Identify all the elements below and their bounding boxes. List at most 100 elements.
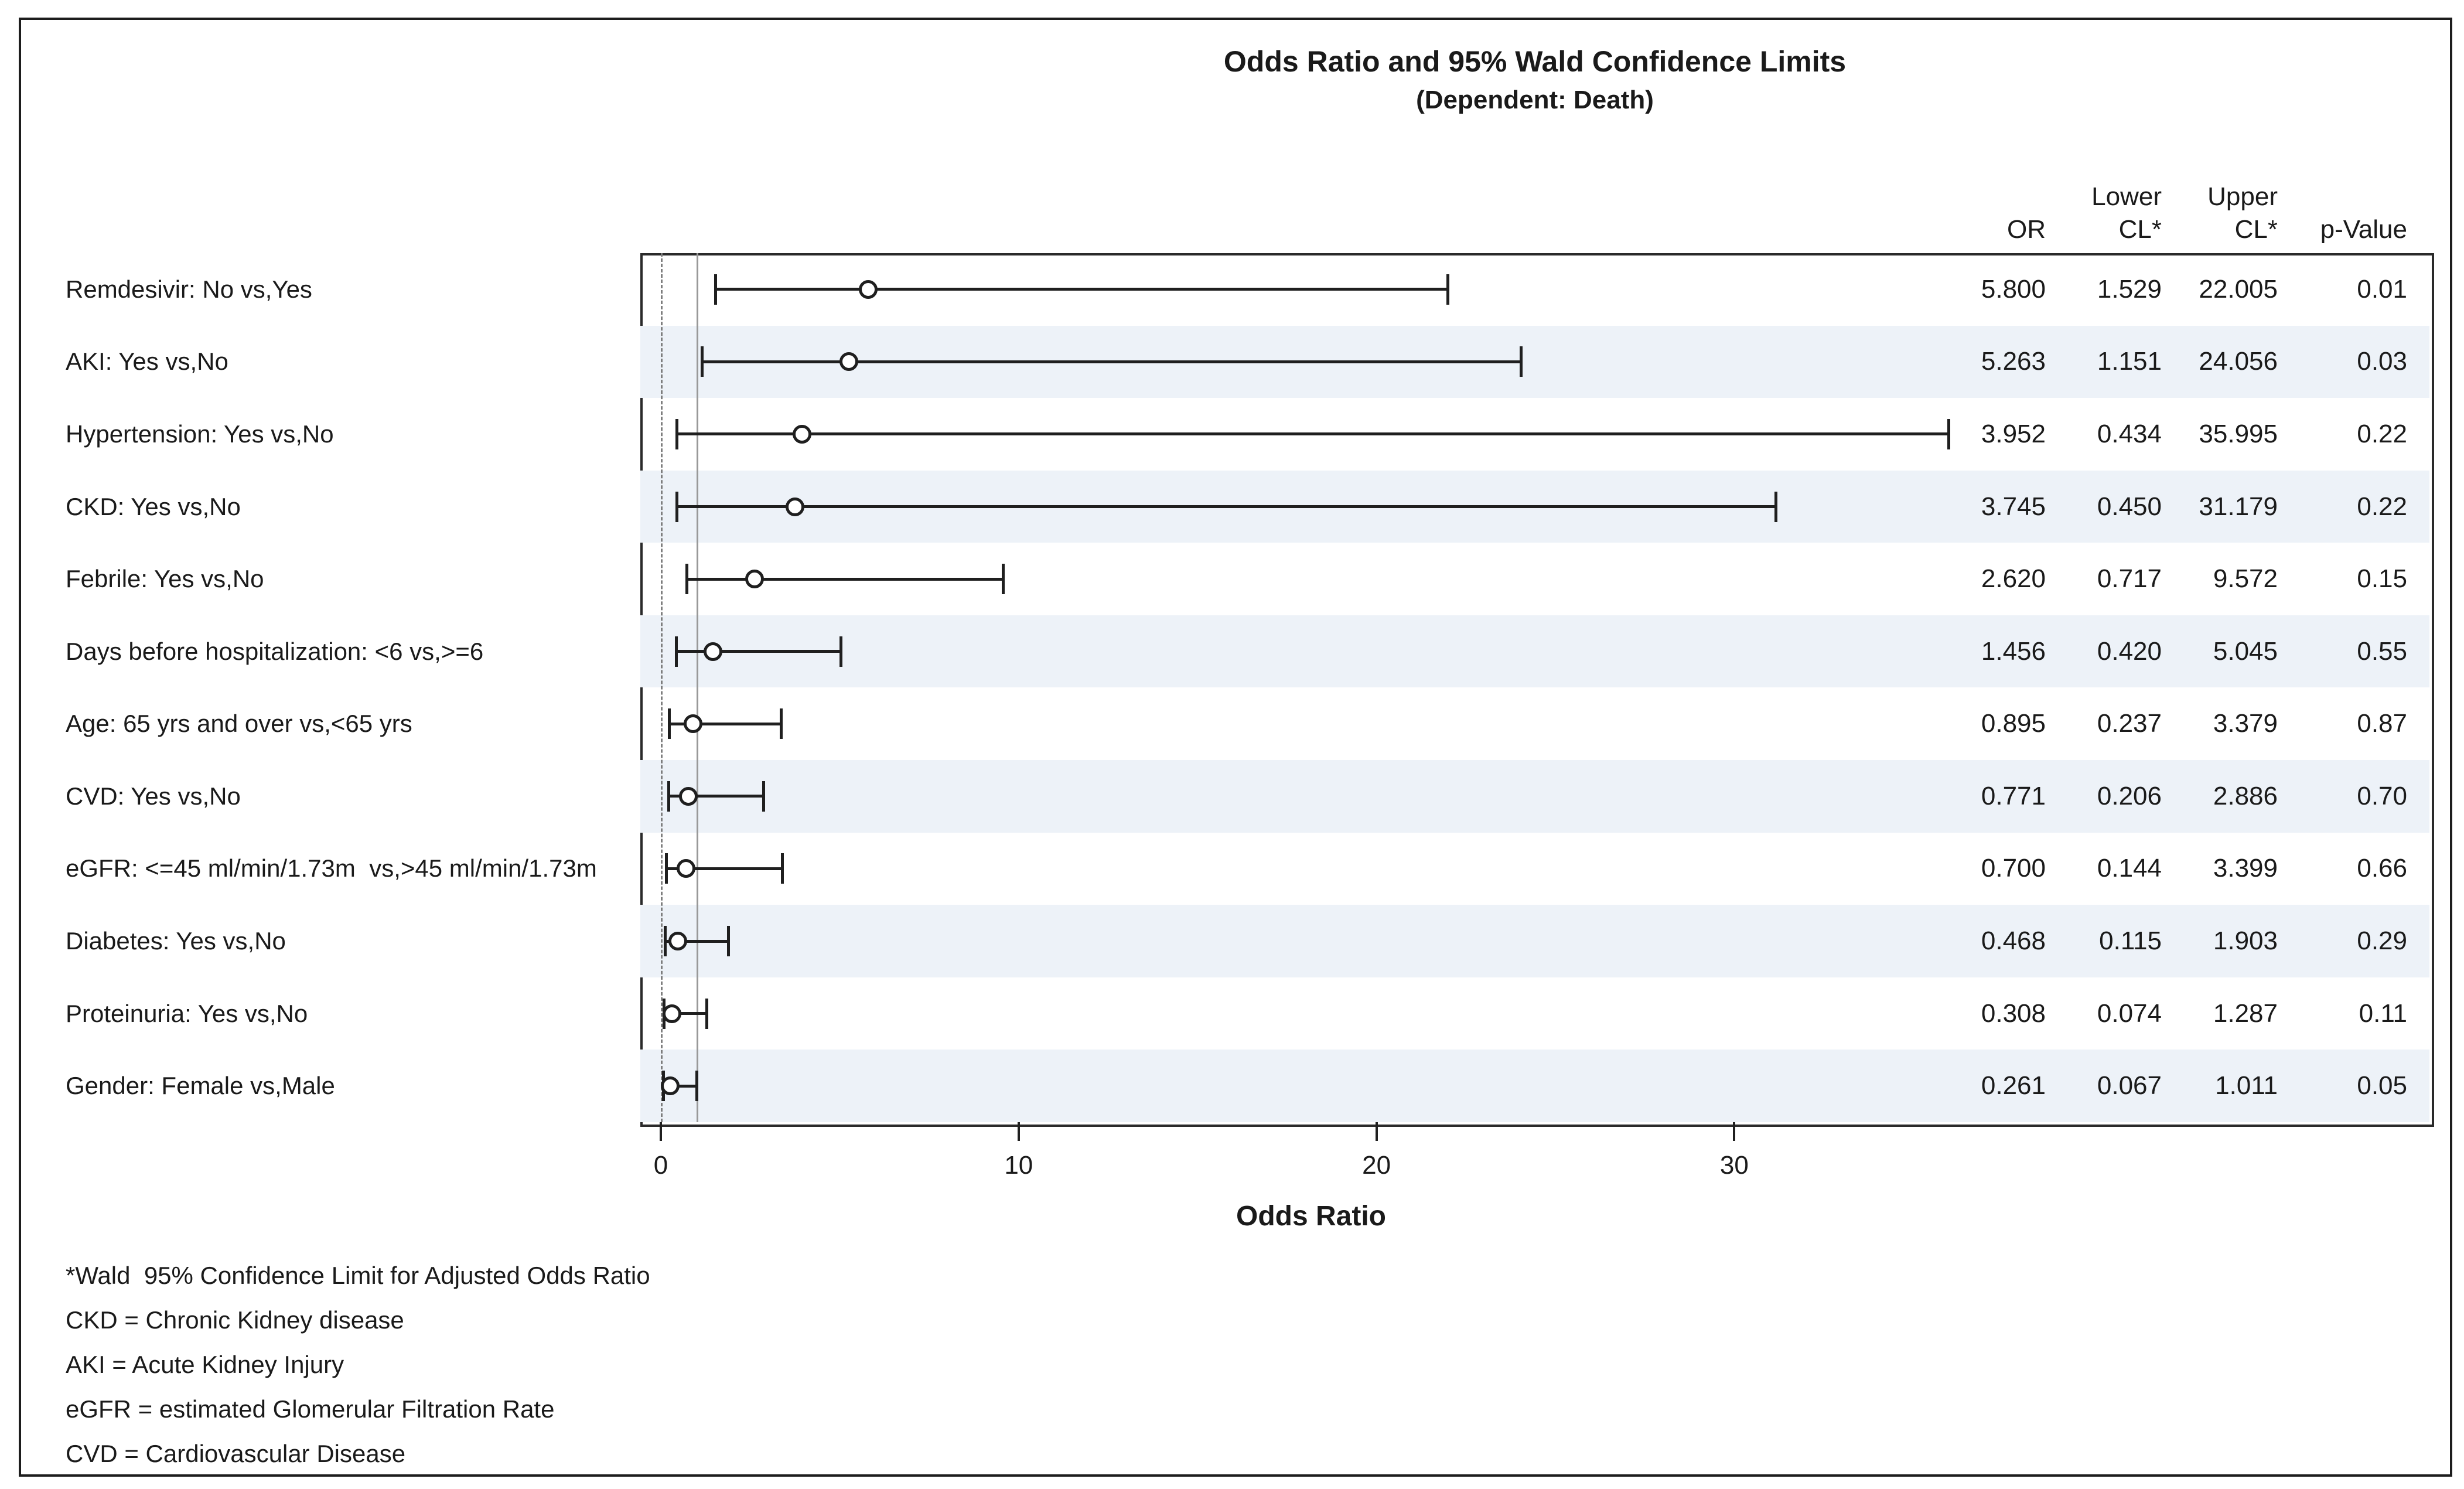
ci-cap-lower xyxy=(714,274,718,305)
upper-cl-value: 9.572 xyxy=(2213,564,2278,594)
lower-cl-value: 0.434 xyxy=(2097,419,2162,448)
lower-cl-value: 0.067 xyxy=(2097,1071,2162,1100)
ci-cap-lower xyxy=(668,708,671,740)
row-label: AKI: Yes vs,No xyxy=(66,347,228,376)
row-label: CKD: Yes vs,No xyxy=(66,492,241,520)
x-tick-label: 30 xyxy=(1719,1151,1749,1180)
ci-cap-upper xyxy=(695,1071,698,1102)
row-label: Hypertension: Yes vs,No xyxy=(66,420,334,448)
p-value: 0.05 xyxy=(2357,1071,2407,1100)
column-header-lower-cl: Lower CL* xyxy=(1974,180,2162,246)
upper-cl-value: 31.179 xyxy=(2199,492,2278,521)
p-value: 0.70 xyxy=(2357,781,2407,810)
row-label: Febrile: Yes vs,No xyxy=(66,565,264,593)
or-value: 0.468 xyxy=(1981,926,2046,956)
upper-cl-value: 1.287 xyxy=(2213,999,2278,1028)
title-block: Odds Ratio and 95% Wald Confidence Limit… xyxy=(640,41,2429,118)
ci-whisker xyxy=(677,505,1777,509)
row-label: Diabetes: Yes vs,No xyxy=(66,927,286,955)
row-label: eGFR: <=45 ml/min/1.73m vs,>45 ml/min/1.… xyxy=(66,854,597,883)
p-value: 0.22 xyxy=(2357,492,2407,521)
column-header-upper-cl: Upper CL* xyxy=(2090,180,2278,246)
ci-cap-upper xyxy=(1520,346,1523,377)
or-value: 0.771 xyxy=(1981,781,2046,810)
column-header-lower-line1: Lower xyxy=(2091,182,2162,211)
p-value: 0.15 xyxy=(2357,564,2407,594)
ci-whisker xyxy=(669,722,782,725)
ci-cap-upper xyxy=(1774,491,1778,522)
ci-cap-lower xyxy=(675,491,679,522)
x-tick xyxy=(660,1122,662,1141)
or-value: 0.700 xyxy=(1981,854,2046,883)
p-value: 0.22 xyxy=(2357,419,2407,448)
x-tick-label: 0 xyxy=(653,1151,668,1180)
or-marker xyxy=(785,497,804,516)
upper-cl-value: 2.886 xyxy=(2213,781,2278,810)
or-1-reference-line xyxy=(697,253,699,1122)
ci-whisker xyxy=(676,432,1949,436)
lower-cl-value: 0.144 xyxy=(2097,854,2162,883)
column-header-or: OR xyxy=(1858,213,2046,246)
ci-cap-upper xyxy=(1001,564,1005,595)
or-marker xyxy=(683,714,702,734)
chart-subtitle: (Dependent: Death) xyxy=(1416,86,1654,114)
p-value: 0.01 xyxy=(2357,274,2407,304)
or-marker xyxy=(859,280,878,299)
upper-cl-value: 24.056 xyxy=(2199,347,2278,376)
ci-whisker xyxy=(666,867,783,870)
ci-cap-lower xyxy=(675,418,678,449)
upper-cl-value: 3.399 xyxy=(2213,854,2278,883)
row-label: Age: 65 yrs and over vs,<65 yrs xyxy=(66,710,412,738)
or-value: 0.261 xyxy=(1981,1071,2046,1100)
ci-whisker xyxy=(663,1084,697,1088)
ci-whisker xyxy=(702,360,1522,363)
or-marker xyxy=(668,932,687,951)
x-tick xyxy=(1017,1122,1020,1141)
x-tick xyxy=(1733,1122,1736,1141)
or-marker xyxy=(793,424,812,444)
footnote-aki: AKI = Acute Kidney Injury xyxy=(66,1351,344,1378)
ci-cap-lower xyxy=(664,853,668,884)
column-header-pvalue: p-Value xyxy=(2220,213,2407,246)
row-label: Proteinuria: Yes vs,No xyxy=(66,999,308,1027)
ci-whisker xyxy=(686,577,1004,581)
row-band xyxy=(640,1050,2429,1122)
ci-cap-upper xyxy=(780,853,784,884)
upper-cl-value: 1.903 xyxy=(2213,926,2278,956)
column-header-lower-line2: CL* xyxy=(2118,215,2162,244)
ci-cap-upper xyxy=(727,926,731,957)
lower-cl-value: 1.151 xyxy=(2097,347,2162,376)
ci-whisker xyxy=(715,288,1449,291)
ci-cap-lower xyxy=(701,346,704,377)
or-marker xyxy=(679,786,698,806)
x-axis-title: Odds Ratio xyxy=(1236,1201,1386,1232)
or-value: 3.952 xyxy=(1981,419,2046,448)
ci-cap-upper xyxy=(780,708,783,740)
x-tick-label: 20 xyxy=(1362,1151,1391,1180)
or-value: 5.800 xyxy=(1981,274,2046,304)
row-band xyxy=(640,760,2429,833)
lower-cl-value: 0.450 xyxy=(2097,492,2162,521)
ci-cap-upper xyxy=(1446,274,1450,305)
figure-outer-border xyxy=(19,18,2452,1477)
ci-cap-upper xyxy=(1947,418,1950,449)
or-marker xyxy=(839,352,859,372)
upper-cl-value: 5.045 xyxy=(2213,636,2278,666)
x-tick-label: 10 xyxy=(1004,1151,1033,1180)
or-value: 1.456 xyxy=(1981,636,2046,666)
ci-whisker xyxy=(668,795,765,798)
row-band xyxy=(640,905,2429,977)
lower-cl-value: 0.074 xyxy=(2097,999,2162,1028)
row-label: Remdesivir: No vs,Yes xyxy=(66,275,312,303)
footnote-cvd: CVD = Cardiovascular Disease xyxy=(66,1440,406,1467)
footnote-ckd: CKD = Chronic Kidney disease xyxy=(66,1306,404,1334)
plot-area xyxy=(640,253,2434,1127)
or-value: 0.895 xyxy=(1981,709,2046,738)
footnote-wald: *Wald 95% Confidence Limit for Adjusted … xyxy=(66,1262,650,1289)
or-value: 5.263 xyxy=(1981,347,2046,376)
ci-whisker xyxy=(665,939,729,943)
upper-cl-value: 35.995 xyxy=(2199,419,2278,448)
ci-cap-upper xyxy=(762,781,766,812)
upper-cl-value: 3.379 xyxy=(2213,709,2278,738)
lower-cl-value: 0.420 xyxy=(2097,636,2162,666)
